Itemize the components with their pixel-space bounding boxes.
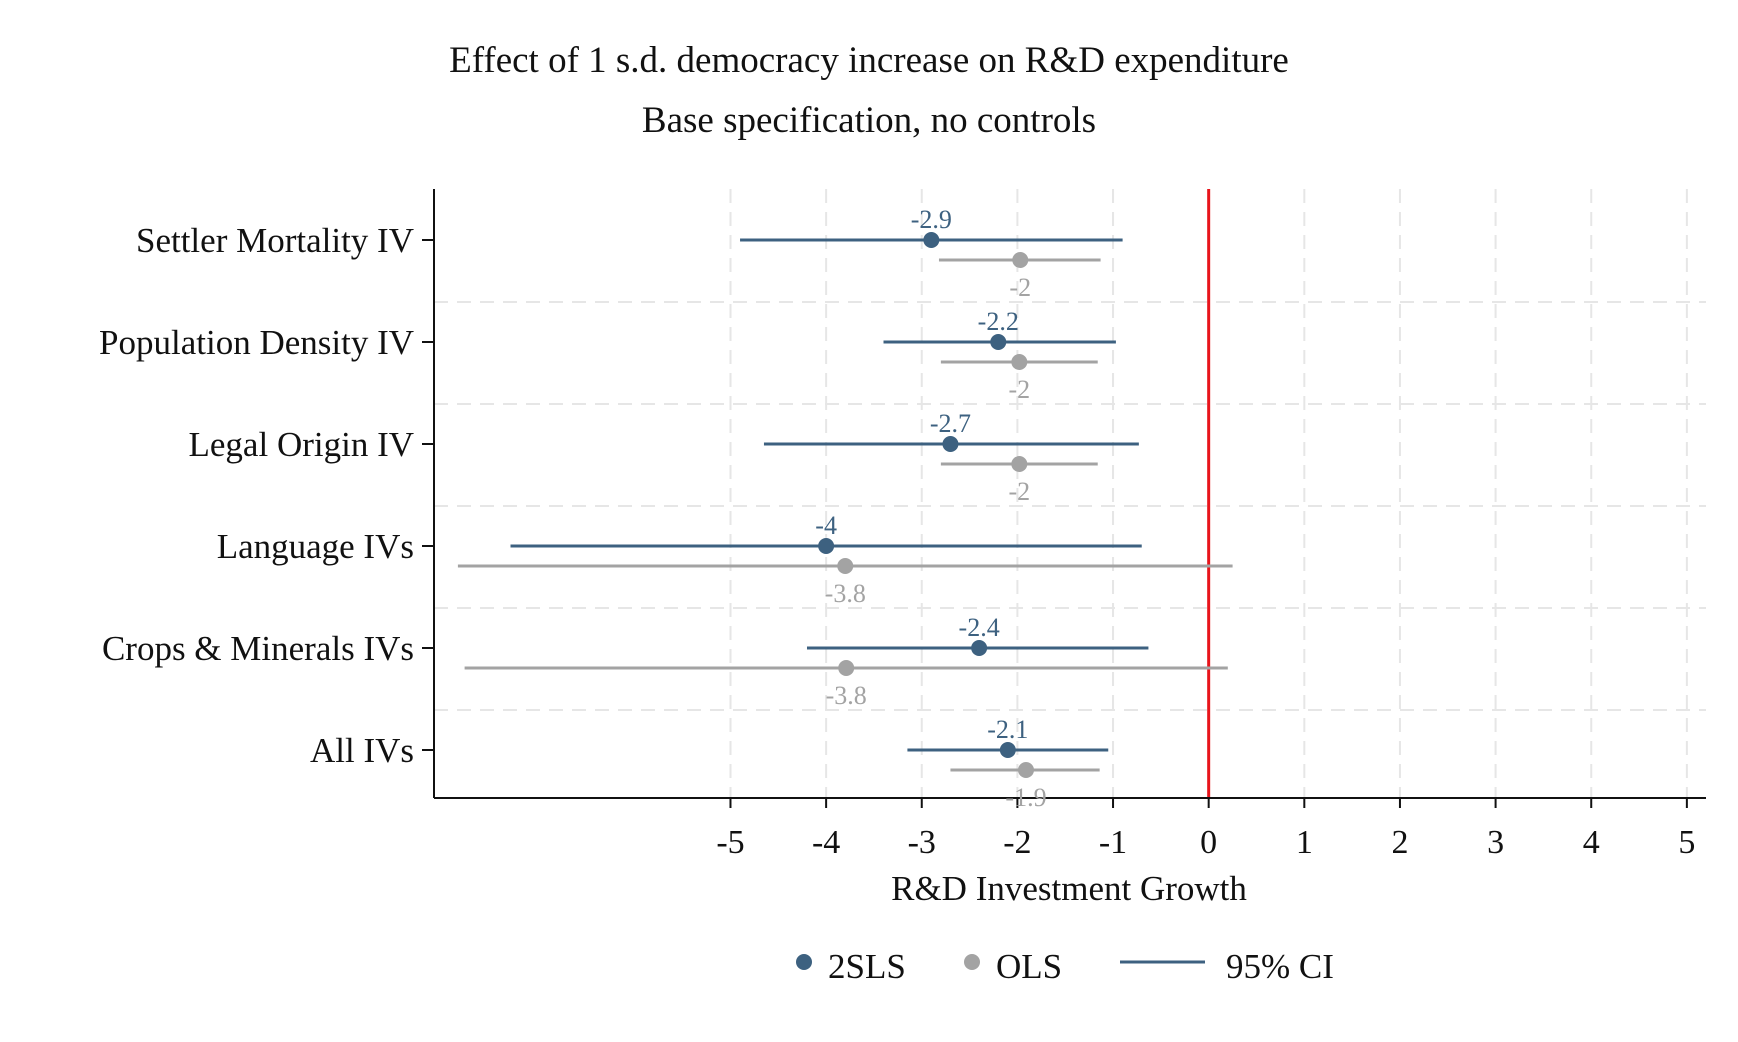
category-label-4: Crops & Minerals IVs	[102, 629, 414, 668]
legend-ci-label: 95% CI	[1226, 947, 1334, 986]
x-axis-label: R&D Investment Growth	[891, 869, 1247, 908]
legend-ols-marker	[964, 954, 980, 970]
ols-point-1	[1011, 354, 1028, 370]
x-tick-label-5: 0	[1200, 824, 1217, 861]
legend-2sls-marker	[796, 954, 812, 970]
ols-value-label-5: -1.9	[1005, 783, 1046, 812]
x-tick-label-6: 1	[1296, 824, 1313, 861]
x-tick-label-3: -2	[1003, 824, 1031, 861]
ols-point-3	[837, 558, 854, 574]
ols-value-label-4: -3.8	[826, 681, 867, 710]
chart-subtitle: Base specification, no controls	[642, 100, 1096, 141]
x-tick-label-4: -1	[1099, 824, 1127, 861]
category-label-0: Settler Mortality IV	[136, 221, 414, 260]
ols-value-label-0: -2	[1009, 273, 1031, 302]
2sls-point-4	[971, 640, 988, 656]
2sls-value-label-3: -4	[815, 511, 837, 540]
chart-title: Effect of 1 s.d. democracy increase on R…	[449, 40, 1289, 81]
x-tick-label-8: 3	[1487, 824, 1504, 861]
2sls-point-0	[923, 232, 940, 248]
2sls-point-5	[999, 742, 1016, 758]
legend: 2SLS OLS 95% CI	[796, 947, 1334, 986]
ols-point-5	[1018, 762, 1035, 778]
ols-value-label-2: -2	[1008, 477, 1030, 506]
axes	[422, 189, 1706, 808]
grid	[434, 189, 1706, 798]
2sls-value-label-0: -2.9	[911, 205, 952, 234]
x-tick-label-10: 5	[1678, 824, 1695, 861]
ols-point-2	[1011, 456, 1028, 472]
2sls-point-1	[990, 334, 1007, 350]
category-label-3: Language IVs	[217, 527, 414, 566]
plot-marks: -2.9 -2.2 -2.7 -4 -2.4 -2.1 -2 -2 -2 -3.8 -3.8 -1.9	[457, 205, 1233, 812]
x-tick-label-0: -5	[716, 824, 744, 861]
legend-2sls-label: 2SLS	[828, 947, 906, 986]
legend-ols-label: OLS	[996, 947, 1062, 986]
x-tick-label-1: -4	[812, 824, 840, 861]
category-label-5: All IVs	[310, 731, 414, 770]
2sls-value-label-5: -2.1	[987, 715, 1028, 744]
category-labels: Settler Mortality IV Population Density I…	[99, 221, 414, 770]
2sls-value-label-1: -2.2	[978, 307, 1019, 336]
ols-point-4	[838, 660, 855, 676]
2sls-point-3	[818, 538, 835, 554]
ols-value-label-1: -2	[1008, 375, 1030, 404]
category-label-1: Population Density IV	[99, 323, 414, 362]
2sls-point-2	[942, 436, 959, 452]
x-tick-label-7: 2	[1391, 824, 1408, 861]
ols-value-label-3: -3.8	[825, 579, 866, 608]
x-tick-label-9: 4	[1583, 824, 1600, 861]
2sls-value-label-2: -2.7	[930, 409, 971, 438]
x-tick-labels: -5 -4 -3 -2 -1 0 1 2 3 4 5	[716, 824, 1695, 861]
x-tick-label-2: -3	[908, 824, 936, 861]
ols-point-0	[1012, 252, 1029, 268]
2sls-value-label-4: -2.4	[959, 613, 1000, 642]
category-label-2: Legal Origin IV	[189, 425, 414, 464]
